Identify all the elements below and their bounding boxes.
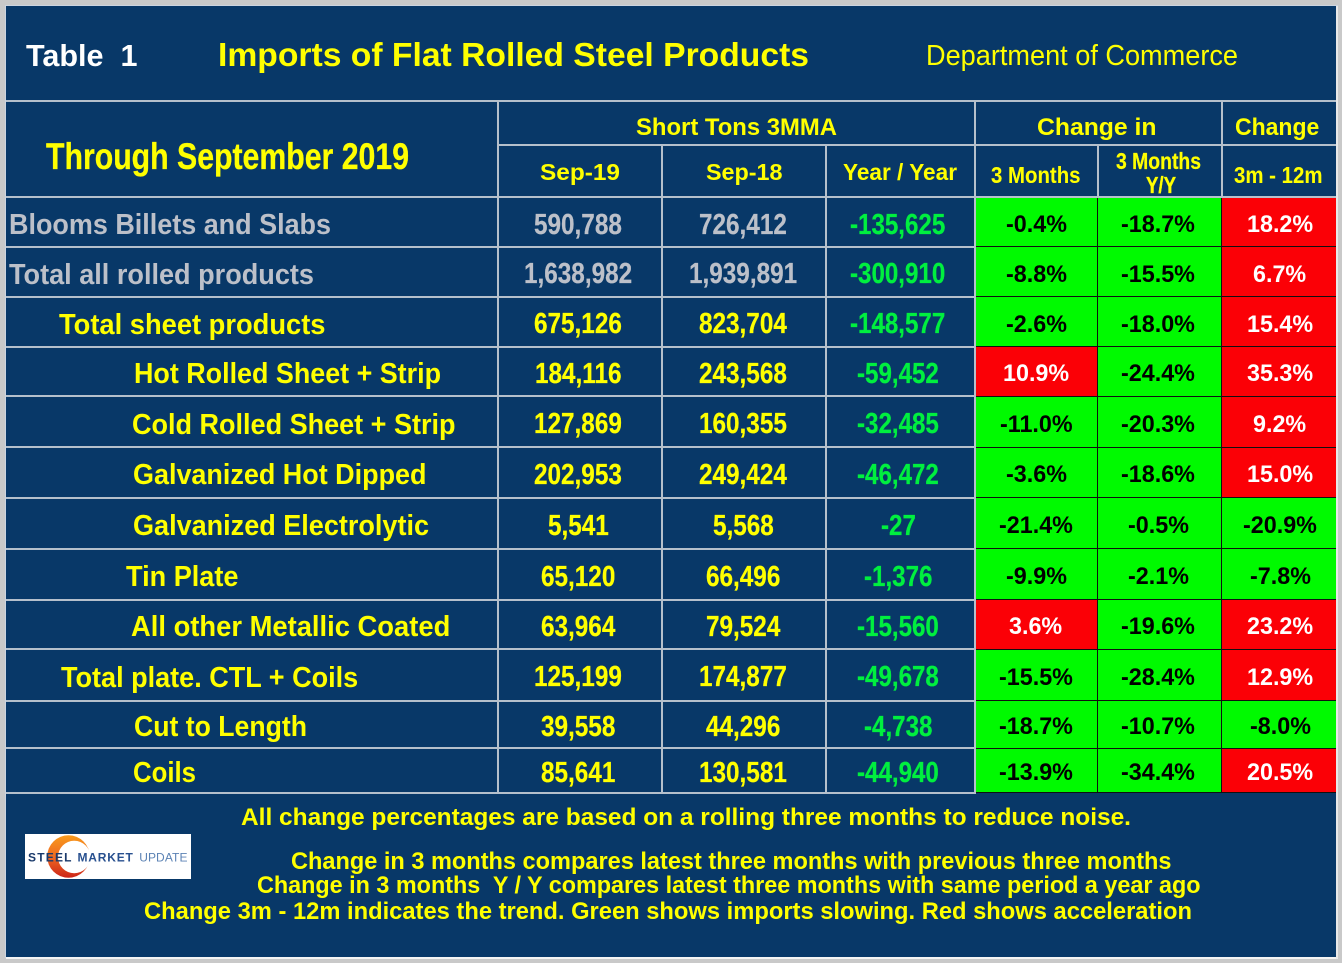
svg-text:UPDATE: UPDATE xyxy=(139,850,187,864)
svg-text:STEEL: STEEL xyxy=(28,850,73,864)
svg-text:MARKET: MARKET xyxy=(78,850,134,864)
